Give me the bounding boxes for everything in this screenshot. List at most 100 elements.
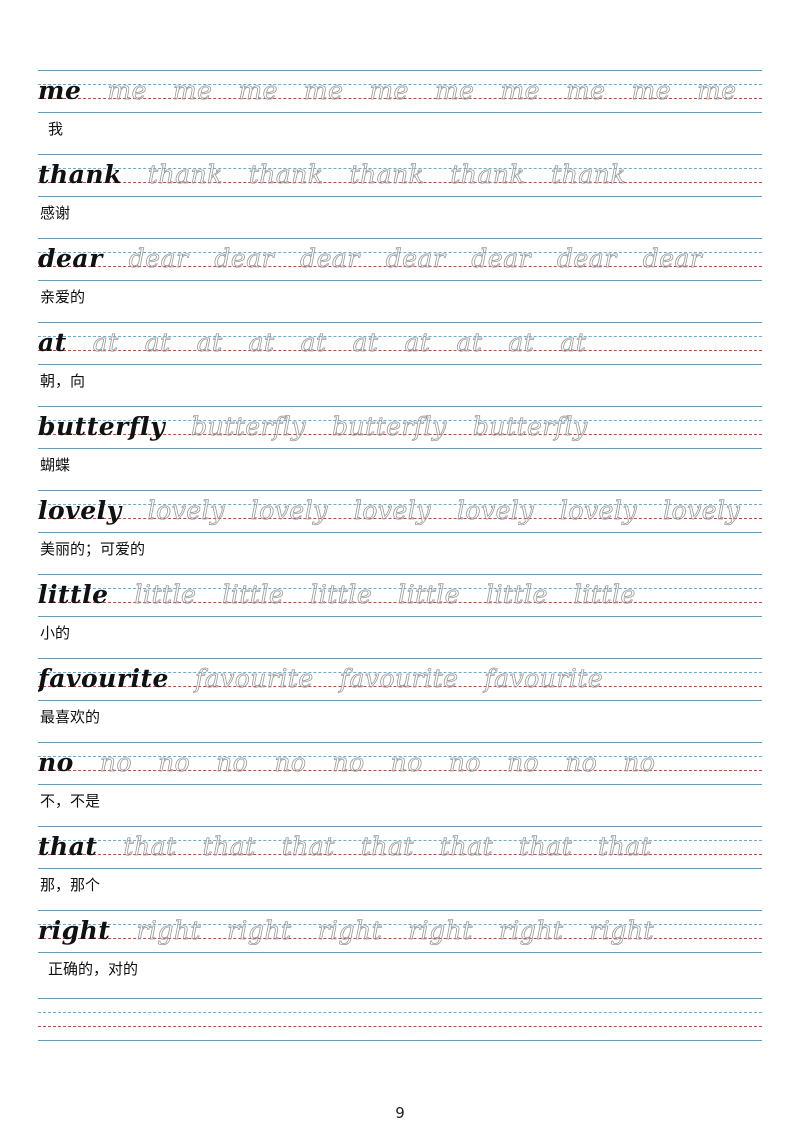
trace-word: little [398,580,460,610]
word-meaning: 蝴蝶 [40,456,71,474]
trace-word: thank [248,160,324,190]
writing-row: right right right right right right right [38,914,762,954]
vocab-entry-little: little little little little little little litt… [0,574,800,658]
guide-line [38,518,762,519]
trace-word: at [144,328,171,358]
trace-word: lovely [353,496,431,526]
trace-word: at [196,328,223,358]
trace-word: me [369,76,409,106]
trace-word: right [498,916,564,946]
trace-word: butterfly [191,412,306,442]
guide-line [38,154,762,155]
guide-line [38,602,762,603]
page-number: 9 [395,1104,405,1122]
trace-word: butterfly [472,412,588,442]
trace-word: no [158,748,191,778]
model-word: little [38,580,109,609]
model-word: butterfly [38,412,166,441]
trace-word: that [202,832,256,862]
trace-word: little [573,580,636,610]
trace-word: at [404,328,431,358]
writing-row: no no no no no no no no no no no [38,746,762,786]
vocab-entry-at: at at at at at at at at at at at 朝，向 [0,322,800,406]
guide-line [38,784,762,785]
model-word: me [38,76,82,105]
trace-word: me [303,76,344,106]
model-word: dear [38,244,103,273]
trace-word: right [589,916,655,946]
trace-word: lovely [250,496,328,526]
trace-word: at [560,328,587,358]
trace-word: right [408,916,473,946]
guide-line [38,252,762,253]
trace-word: dear [300,244,360,274]
guide-line [38,658,762,659]
guide-line [38,1026,762,1027]
trace-word: no [99,748,133,778]
trace-word: favourite [484,664,604,694]
guide-line [38,420,762,421]
trace-word: lovely [147,496,225,526]
writing-row: lovely lovely lovely lovely lovely lovely love… [38,494,762,534]
trace-word: right [226,916,292,946]
trace-word: that [519,832,573,862]
vocab-entry-butterfly: butterfly butterfly butterfly butterfly 蝴蝶 [0,406,800,490]
guide-line [38,938,762,939]
guide-line [38,1012,762,1013]
trace-word: little [134,580,197,610]
trace-word: no [623,748,656,778]
guide-line [38,1040,762,1041]
trace-word: thank [450,160,526,190]
trace-word: at [508,328,535,358]
guide-line [38,322,762,323]
guide-line [38,70,762,71]
word-meaning: 朝，向 [40,372,86,390]
trace-word: lovely [456,496,535,526]
vocab-entry-right: right right right right right right right 正确的，对… [0,910,800,994]
trace-word: me [238,76,278,106]
guide-line [38,364,762,365]
trace-word: no [448,748,481,778]
trace-word: butterfly [331,412,447,442]
trace-word: lovely [663,496,741,526]
trace-word: no [332,748,365,778]
vocab-entry-dear: dear dear dear dear dear dear dear dear 亲爱的 [0,238,800,322]
word-meaning: 正确的，对的 [48,960,139,978]
word-meaning: 小的 [40,624,71,642]
word-meaning: 我 [48,120,64,138]
trace-word: dear [557,244,617,274]
word-meaning: 不，不是 [40,792,101,810]
guide-line [38,574,762,575]
guide-line [38,406,762,407]
vocab-entry-no: no no no no no no no no no no no 不，不是 [0,742,800,826]
trace-word: dear [385,244,446,274]
trace-word: no [506,748,540,778]
trace-word: right [317,916,383,946]
guide-line [38,112,762,113]
guide-line [38,588,762,589]
trace-word: me [434,76,475,106]
guide-line [38,854,762,855]
trace-word: at [352,328,379,358]
guide-line [38,700,762,701]
guide-line [38,350,762,351]
guide-line [38,840,762,841]
trace-word: no [274,748,307,778]
trace-word: me [172,76,213,106]
trace-word: me [500,76,540,106]
trace-word: at [92,328,119,358]
guide-line [38,448,762,449]
model-word: at [38,328,67,357]
trace-word: me [565,76,606,106]
word-meaning: 美丽的；可爱的 [40,540,146,558]
guide-line [38,998,762,999]
guide-line [38,182,762,183]
guide-line [38,238,762,239]
trace-word: that [598,832,652,862]
word-meaning: 亲爱的 [40,288,86,306]
vocab-entry-lovely: lovely lovely lovely lovely lovely lovely love… [0,490,800,574]
writing-row: butterfly butterfly butterfly butterfly [38,410,762,450]
trace-word: thank [551,160,626,190]
trace-word: at [300,328,327,358]
trace-word: dear [128,244,189,274]
